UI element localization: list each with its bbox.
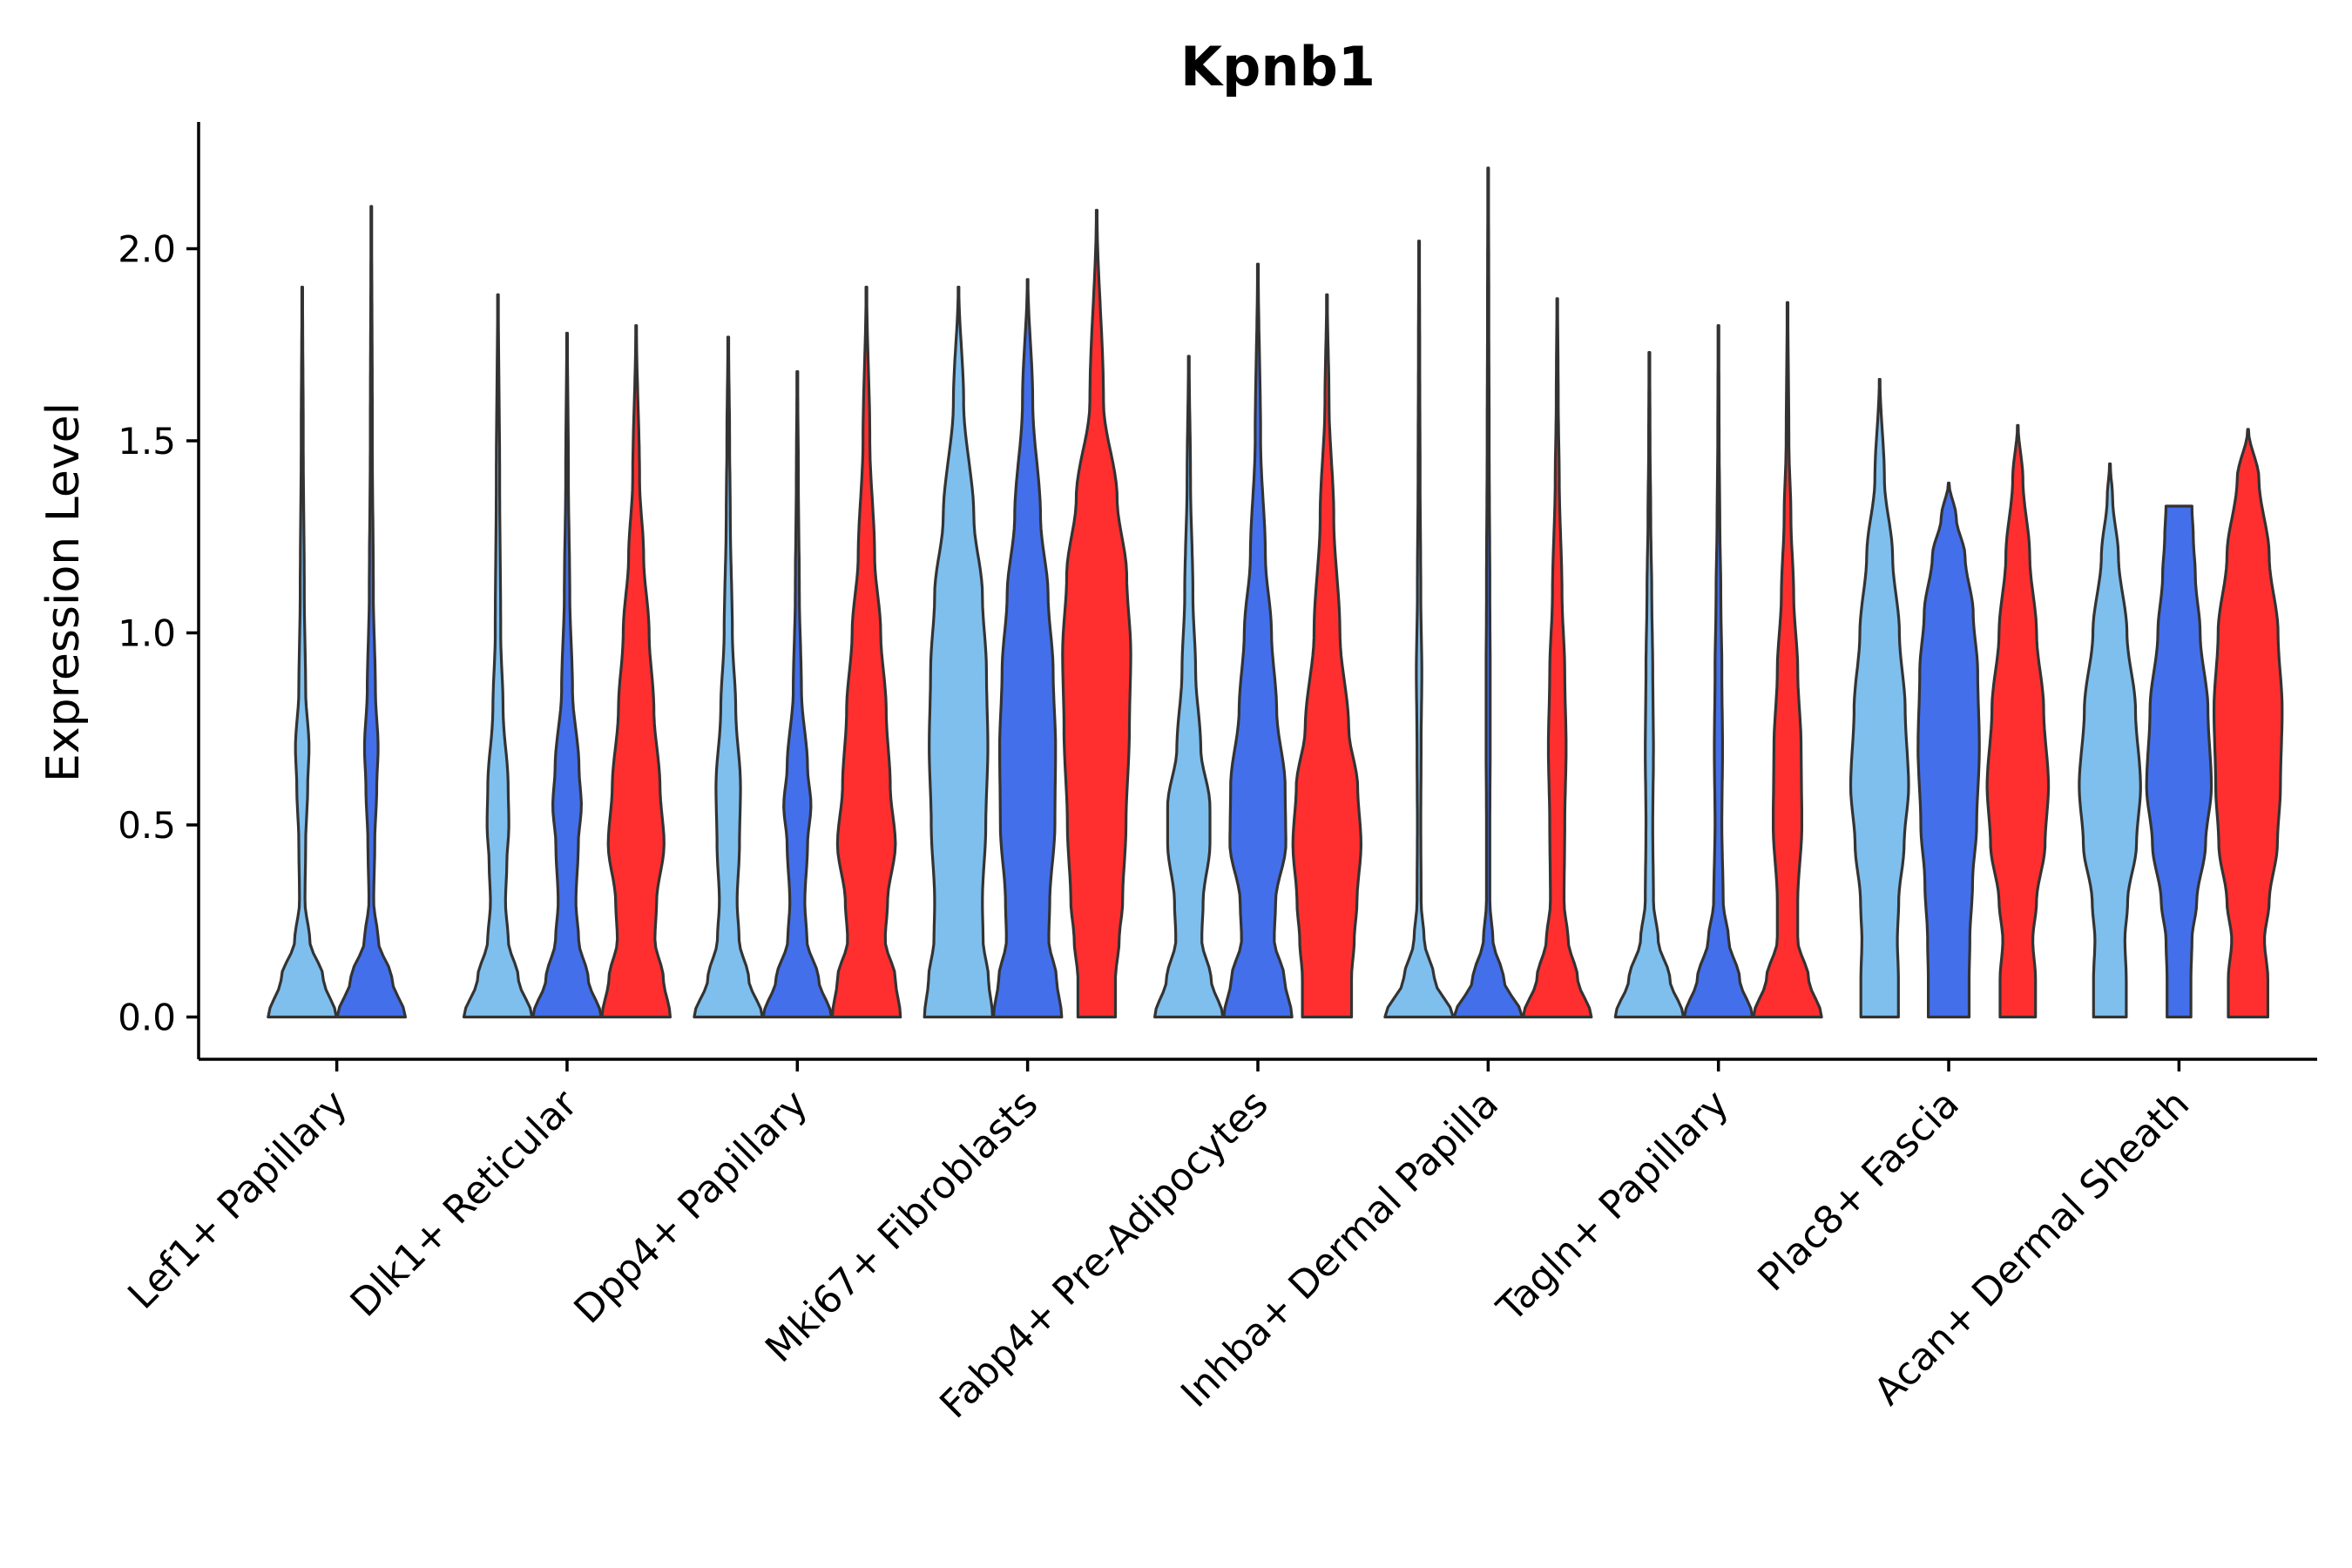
x-tick-label: Lef1+ Papillary	[119, 1082, 355, 1318]
violin-plac8-fascia-series-0	[1848, 377, 1910, 1019]
violin-inhba-dermal-papilla-series-2	[1521, 297, 1593, 1019]
violins-layer	[267, 166, 2284, 1019]
y-tick-label: 0.5	[118, 804, 176, 847]
violin-tagln-papillary-series-0	[1613, 351, 1686, 1019]
y-tick-label: 1.5	[118, 420, 176, 463]
violin-mki67-fibroblasts-series-0	[923, 286, 995, 1019]
violin-dpp4-papillary-series-2	[830, 286, 902, 1019]
y-tick-label: 2.0	[118, 228, 176, 271]
violin-dlk1-reticular-series-2	[600, 324, 672, 1019]
x-tick-label: Tagln+ Papillary	[1488, 1082, 1737, 1331]
violin-acan-dermal-sheath-series-1	[2145, 504, 2213, 1019]
violin-fabp4-pre-adipocytes-series-1	[1222, 262, 1294, 1019]
x-tick-label: Dpp4+ Papillary	[565, 1082, 816, 1333]
violin-dpp4-papillary-series-1	[761, 370, 833, 1019]
x-tick-label: Dlk1+ Reticular	[342, 1081, 587, 1326]
y-tick-label: 1.0	[118, 612, 176, 655]
violin-fabp4-pre-adipocytes-series-0	[1153, 355, 1225, 1019]
violin-lef1-papillary-series-0	[267, 286, 338, 1019]
violin-dlk1-reticular-series-0	[462, 293, 534, 1019]
violin-tagln-papillary-series-1	[1683, 324, 1754, 1019]
violin-acan-dermal-sheath-series-0	[2078, 462, 2142, 1019]
y-axis-title: Expression Level	[37, 402, 90, 782]
violin-dlk1-reticular-series-1	[531, 331, 603, 1019]
y-tick-label: 0.0	[118, 996, 176, 1038]
x-tick-label: Plac8+ Fascia	[1749, 1082, 1968, 1301]
violin-plac8-fascia-series-2	[1985, 423, 2051, 1019]
violin-inhba-dermal-papilla-series-1	[1452, 166, 1524, 1019]
violin-fabp4-pre-adipocytes-series-2	[1291, 293, 1362, 1019]
violin-acan-dermal-sheath-series-2	[2213, 428, 2284, 1019]
violin-lef1-papillary-series-1	[335, 205, 407, 1019]
chart-title: Kpnb1	[1180, 35, 1375, 98]
violin-inhba-dermal-papilla-series-0	[1383, 240, 1455, 1019]
violin-plac8-fascia-series-1	[1916, 481, 1981, 1019]
violin-mki67-fibroblasts-series-2	[1061, 208, 1132, 1019]
violin-mki67-fibroblasts-series-1	[991, 278, 1064, 1019]
violin-tagln-papillary-series-2	[1752, 301, 1823, 1019]
violin-dpp4-papillary-series-0	[693, 335, 764, 1019]
